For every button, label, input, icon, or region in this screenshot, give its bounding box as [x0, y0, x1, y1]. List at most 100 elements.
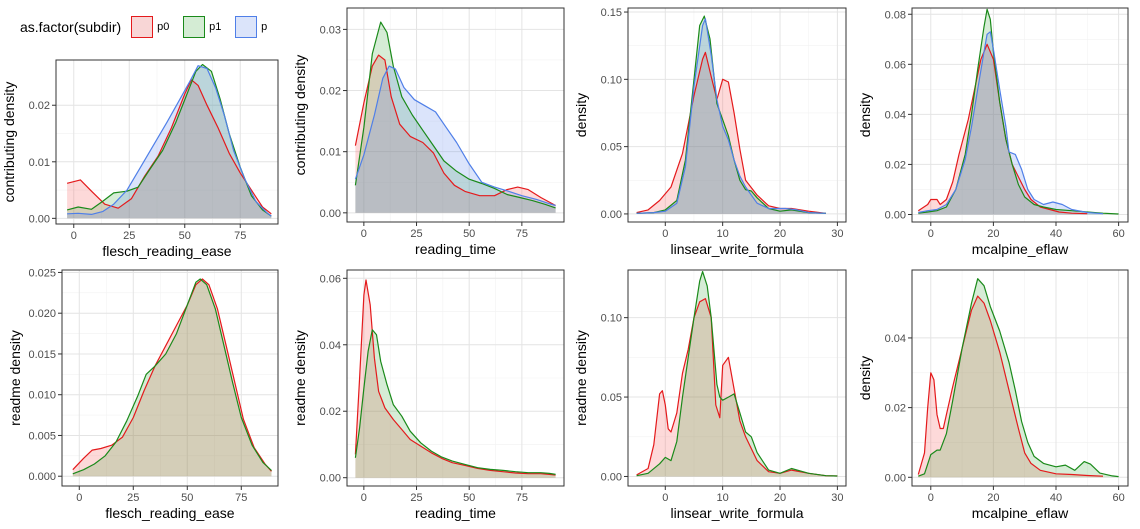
panel-8-area-p1	[918, 278, 1119, 478]
panel-2-area-p1	[355, 22, 556, 213]
panel-4-y-tick-label: 0.06	[885, 59, 906, 71]
panel-3-x-tick-label: 0	[662, 228, 668, 240]
panel-6-line-p1	[354, 329, 556, 475]
panel-5-border	[61, 269, 279, 487]
panel-4-x-tick-label: 60	[1112, 228, 1124, 240]
panel-1-border	[55, 59, 279, 225]
panel-5-x-tick-label: 0	[76, 492, 82, 504]
panel-5-x-axis-title: flesch_reading_ease	[105, 505, 234, 521]
panel-7-x-axis-title: linsear_write_formula	[670, 505, 803, 521]
panel-7-y-tick-label: 0.00	[601, 471, 622, 483]
panel-5-y-axis-title: readme density	[7, 330, 23, 426]
panel-5-x-tick-label: 25	[127, 492, 139, 504]
panel-6-y-tick-label: 0.00	[320, 473, 341, 485]
panel-2-x-tick-label: 50	[463, 228, 475, 240]
panel-4-y-tick-label: 0.04	[885, 109, 906, 121]
panel-6-y-tick-label: 0.06	[320, 273, 341, 285]
panel-1-x-tick-label: 50	[179, 230, 191, 242]
panel-2-x-tick-label: 25	[410, 228, 422, 240]
panel-4-line-p0	[917, 43, 1088, 215]
legend-key-p0	[131, 16, 154, 38]
panel-5-area-p1	[72, 279, 272, 477]
panel-3-y-tick-label: 0.10	[601, 74, 622, 86]
panel-1-line-p0	[66, 79, 272, 215]
panel-2-x-axis-title: reading_time	[415, 241, 496, 257]
panel-6-x-tick-label: 0	[361, 492, 367, 504]
panel-7-y-axis-title: readme density	[573, 330, 589, 426]
panel-1-y-tick-label: 0.01	[29, 157, 50, 169]
panel-8-y-tick-label: 0.00	[885, 472, 906, 484]
panel-5-y-tick-label: 0.010	[28, 390, 56, 402]
panel-3-background	[628, 8, 846, 222]
panel-3-y-tick-label: 0.00	[601, 209, 622, 221]
panel-2-y-tick-label: 0.02	[320, 86, 341, 98]
panel-7-x-tick-label: 30	[831, 492, 843, 504]
panel-5-x-tick-label: 50	[181, 492, 193, 504]
panel-8-y-tick-label: 0.02	[885, 403, 906, 415]
panel-4-x-axis-title: mcalpine_eflaw	[972, 241, 1069, 257]
panel-4-x-tick-label: 40	[1050, 228, 1062, 240]
panel-3-line-p0	[636, 51, 826, 214]
panel-3-x-tick-label: 20	[774, 228, 786, 240]
panel-7-border	[627, 269, 847, 487]
panel-2-line-p1	[354, 21, 556, 209]
panel-6-x-tick-label: 25	[410, 492, 422, 504]
panel-2-border	[346, 7, 565, 223]
panel-5-y-tick-label: 0.015	[28, 349, 56, 361]
panel-4-y-tick-label: 0.02	[885, 159, 906, 171]
panel-2-area-p0	[355, 55, 556, 213]
panel-6-y-axis-title: readme density	[292, 330, 308, 426]
panel-3-border	[627, 7, 847, 223]
panel-1-y-tick-label: 0.00	[29, 213, 50, 225]
panel-3-x-tick-label: 30	[831, 228, 843, 240]
legend-item-p1: p1	[183, 16, 229, 38]
panel-6-y-tick-label: 0.04	[320, 340, 341, 352]
panel-3-area-p	[636, 18, 826, 214]
legend: as.factor(subdir) p0 p1 p	[20, 14, 287, 40]
panel-8-line-p1	[918, 278, 1119, 478]
panel-6-x-axis-title: reading_time	[415, 505, 496, 521]
panel-3-line-p1	[636, 15, 826, 214]
panel-8-x-axis-title: mcalpine_eflaw	[972, 505, 1069, 521]
panel-4-y-tick-label: 0.08	[885, 9, 906, 21]
panel-1-x-tick-label: 0	[71, 230, 77, 242]
panel-3-line-p	[636, 18, 826, 214]
panel-8-x-tick-label: 60	[1112, 492, 1124, 504]
panel-4-area-p1	[918, 9, 1119, 215]
panel-1-y-tick-label: 0.02	[29, 100, 50, 112]
panel-4-y-axis-title: density	[857, 93, 873, 137]
panel-5-y-tick-label: 0.000	[28, 471, 56, 483]
panel-5-y-tick-label: 0.020	[28, 308, 56, 320]
panel-6-x-tick-label: 50	[463, 492, 475, 504]
panel-4-border	[911, 7, 1129, 223]
panel-5-y-tick-label: 0.025	[28, 267, 56, 279]
legend-key-p1	[183, 16, 206, 38]
legend-label-p1: p1	[209, 21, 222, 33]
panel-7-y-tick-label: 0.05	[601, 392, 622, 404]
panel-5-line-p0	[72, 278, 272, 472]
legend-label-p: p	[261, 21, 268, 33]
panel-5-x-tick-label: 75	[235, 492, 247, 504]
panel-8-border	[911, 269, 1129, 487]
panel-8-x-tick-label: 40	[1050, 492, 1062, 504]
panel-1-x-tick-label: 25	[123, 230, 135, 242]
panel-7-area-p1	[636, 271, 838, 477]
panel-1-x-tick-label: 75	[234, 230, 246, 242]
panel-4-area-p	[918, 31, 1103, 215]
panel-2-line-p	[354, 65, 556, 207]
panel-4-x-tick-label: 20	[987, 228, 999, 240]
panel-6-x-tick-label: 75	[516, 492, 528, 504]
panel-8-y-axis-title: density	[857, 356, 873, 400]
panel-3-y-tick-label: 0.05	[601, 142, 622, 154]
panel-4-y-tick-label: 0.00	[885, 209, 906, 221]
panel-6-area-p0	[355, 280, 556, 478]
panel-6-y-tick-label: 0.02	[320, 406, 341, 418]
legend-item-p0: p0	[131, 16, 177, 38]
panel-7-background	[628, 270, 846, 486]
panel-7-x-tick-label: 0	[662, 492, 668, 504]
panel-7-x-tick-label: 10	[717, 492, 729, 504]
panel-8-background	[912, 270, 1128, 486]
panel-2-y-tick-label: 0.00	[320, 208, 341, 220]
panel-1-area-p0	[67, 79, 272, 219]
